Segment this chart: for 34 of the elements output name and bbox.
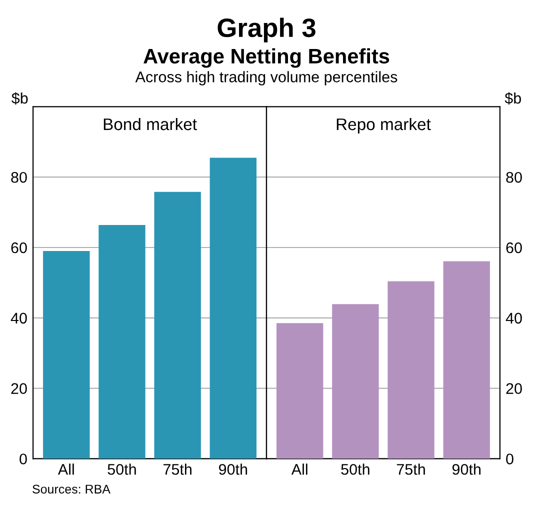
x-tick-label: 90th <box>219 464 248 475</box>
text: Across high trading volume percentiles <box>135 71 398 86</box>
y-tick-label: 80 <box>11 172 27 183</box>
y-tick-label: 20 <box>11 383 27 394</box>
bar <box>43 251 90 459</box>
y-tick-label: 0 <box>20 454 27 464</box>
source-note: Sources: RBA <box>32 484 110 494</box>
y2-tick-label: 60 <box>506 242 522 254</box>
y2-tick-label: 80 <box>506 172 522 183</box>
y2-tick-label: 0 <box>506 454 514 464</box>
y2-axis-title: $b <box>504 92 521 105</box>
y2-tick-label: 40 <box>506 312 522 324</box>
y-tick-label: 60 <box>11 242 27 254</box>
y2-tick-label: 20 <box>506 383 522 394</box>
text: Repo market <box>336 118 431 134</box>
bar <box>443 261 490 459</box>
x-tick-label: 50th <box>108 464 136 475</box>
bar <box>332 304 379 459</box>
x-tick-label: 75th <box>396 464 425 475</box>
x-tick-label: 50th <box>341 464 370 475</box>
bar <box>154 192 201 459</box>
y-tick-label: 40 <box>10 312 27 324</box>
bar <box>388 281 434 459</box>
x-tick-label: All <box>291 464 308 475</box>
bar <box>210 158 256 459</box>
caption: Graph 3 <box>218 18 316 42</box>
x-tick-label: 90th <box>452 464 480 475</box>
y-axis-title: $b <box>12 92 28 105</box>
bar <box>98 224 146 459</box>
bar <box>276 323 324 459</box>
x-tick-label: 75th <box>163 464 192 475</box>
x-tick-label: All <box>58 464 74 475</box>
text: Bond market <box>104 118 197 130</box>
text: Average Netting Benefits <box>144 48 390 68</box>
